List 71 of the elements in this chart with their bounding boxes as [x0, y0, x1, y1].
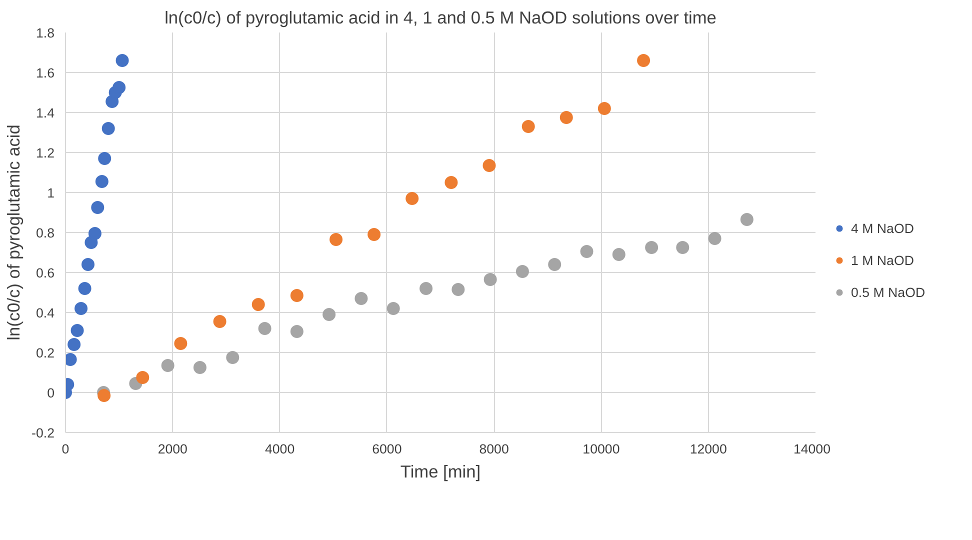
x-tick-label: 12000 [690, 442, 727, 456]
y-tick-label: 0.6 [36, 266, 55, 280]
point [482, 159, 496, 172]
legend-label: 0.5 M NaOD [851, 284, 926, 300]
point [68, 338, 81, 351]
point [78, 282, 92, 295]
point [112, 81, 126, 94]
point [213, 315, 226, 328]
point [598, 102, 611, 115]
point [444, 176, 458, 189]
point [161, 359, 174, 372]
y-tick-label: 1.6 [36, 66, 55, 80]
x-tick-label: 14000 [793, 442, 830, 456]
point [548, 258, 562, 271]
y-tick-label: 1.4 [36, 106, 56, 120]
point [290, 325, 304, 338]
point [136, 371, 150, 384]
point [330, 233, 343, 246]
point [74, 302, 88, 315]
point [645, 241, 658, 254]
x-tick-label: 10000 [582, 442, 620, 456]
point [88, 227, 102, 240]
point [637, 54, 650, 67]
point [612, 248, 626, 261]
point [95, 175, 108, 188]
point [116, 54, 129, 67]
y-tick-label: 0 [47, 386, 55, 400]
y-tick-label: -0.2 [32, 426, 54, 440]
y-axis-title: ln(c0/c) of pyroglutamic acid [4, 124, 24, 340]
point [252, 298, 265, 311]
point [386, 302, 400, 315]
point [354, 292, 368, 305]
y-tick-label: 1 [47, 186, 55, 200]
point [676, 241, 690, 254]
point [368, 228, 381, 241]
y-tick-label: 1.8 [36, 26, 55, 40]
x-axis-title: Time [min] [400, 462, 481, 482]
point [98, 389, 111, 402]
point [98, 152, 112, 165]
point [522, 120, 535, 133]
point [708, 232, 722, 245]
point [193, 361, 206, 374]
point [560, 111, 573, 124]
point [740, 213, 754, 226]
point [91, 201, 104, 214]
point [70, 324, 84, 337]
point [258, 322, 272, 335]
x-tick-label: 8000 [479, 442, 509, 456]
chart-title: ln(c0/c) of pyroglutamic acid in 4, 1 and 0.5 M NaOD solutions over time [164, 8, 716, 28]
point [322, 308, 336, 321]
point [290, 289, 304, 302]
point [82, 258, 94, 271]
y-tick-label: 1.2 [36, 146, 55, 160]
legend-label: 1 M NaOD [851, 252, 914, 268]
x-tick-label: 0 [62, 442, 70, 456]
point [174, 337, 188, 350]
point [102, 122, 115, 135]
point [452, 283, 465, 296]
y-tick-label: 0.8 [36, 226, 55, 240]
point [516, 265, 529, 278]
point [420, 282, 433, 295]
point [406, 192, 419, 205]
legend-label: 4 M NaOD [851, 220, 914, 236]
x-tick-label: 4000 [264, 442, 295, 456]
point [484, 273, 497, 286]
point [226, 351, 240, 364]
y-tick-label: 0.2 [36, 346, 55, 360]
point [580, 245, 594, 258]
x-tick-label: 2000 [158, 442, 188, 456]
y-tick-label: 0.4 [36, 306, 56, 320]
x-tick-label: 6000 [372, 442, 402, 456]
